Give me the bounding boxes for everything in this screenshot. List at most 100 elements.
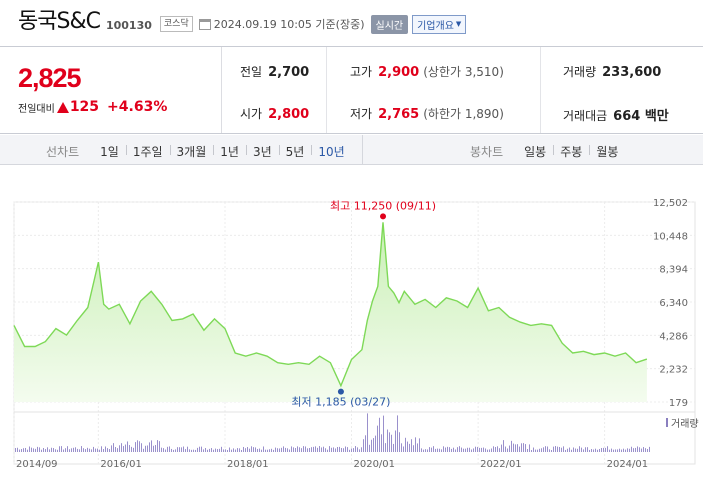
max-point-marker <box>380 213 387 220</box>
min-annotation: 최저 1,185 (03/27) <box>291 396 390 409</box>
price-chart-svg[interactable]: 12,502 10,448 8,394 6,340 4,286 2,232 179 2014/… <box>0 166 703 490</box>
divider <box>362 135 363 165</box>
volume-bar <box>445 447 446 452</box>
volume-bar <box>377 425 378 452</box>
low-value: 2,765 <box>378 107 420 122</box>
volume-bar <box>223 449 224 452</box>
volume-bar <box>239 448 240 452</box>
volume-bar <box>79 449 80 452</box>
volume-bar <box>331 447 332 452</box>
price-chart[interactable]: 12,502 10,448 8,394 6,340 4,286 2,232 179 2014/… <box>0 166 703 490</box>
volume-bar <box>571 449 572 452</box>
volume-bar <box>183 446 184 452</box>
volume-bar <box>523 443 524 452</box>
volume-bar <box>339 446 340 452</box>
volume-bar <box>295 448 296 452</box>
volume-bar <box>467 447 468 452</box>
realtime-badge[interactable]: 실시간 <box>370 14 409 34</box>
volume-bar <box>551 449 552 452</box>
up-arrow-icon <box>56 101 69 113</box>
volume-bar <box>465 448 466 452</box>
volume-bar <box>625 449 626 452</box>
tab-daily[interactable]: 일봉 <box>524 145 547 159</box>
volume-bar <box>57 449 58 452</box>
divider <box>326 47 327 133</box>
y-tick-label: 6,340 <box>659 298 688 309</box>
tab-1d[interactable]: 1일 <box>100 145 119 159</box>
volume-bar <box>247 447 248 452</box>
volume-bar <box>455 449 456 452</box>
tab-1w[interactable]: 1주일 <box>125 143 170 160</box>
change-label: 전일대비 <box>18 103 55 115</box>
volume-bar <box>425 449 426 452</box>
volume-bar <box>421 448 422 452</box>
line-chart-label: 선차트 <box>46 145 80 159</box>
volume-bar <box>483 447 484 452</box>
volume-bar <box>169 446 170 452</box>
volume-bar <box>235 449 236 452</box>
volume-bar <box>593 449 594 452</box>
volume-bar <box>623 448 624 452</box>
volume-bar <box>101 446 102 452</box>
volume-bar <box>35 448 36 452</box>
volume-bar <box>111 445 112 452</box>
volume-bar <box>165 449 166 452</box>
volume-bar <box>633 448 634 452</box>
volume-bar <box>31 447 32 452</box>
volume-bar <box>131 446 132 452</box>
y-tick-label: 179 <box>669 398 688 409</box>
tab-monthly[interactable]: 월봉 <box>589 143 625 160</box>
volume-bar <box>127 441 128 452</box>
volume-bar <box>487 449 488 452</box>
volume-bar <box>397 415 398 452</box>
calendar-icon <box>198 18 211 30</box>
volume-bar <box>433 446 434 452</box>
volume-bar <box>635 447 636 452</box>
tab-5y[interactable]: 5년 <box>278 143 312 160</box>
volume-bar <box>91 449 92 452</box>
volume-bar <box>51 447 52 452</box>
volume-bar <box>525 444 526 452</box>
volume-bar <box>179 447 180 452</box>
volume-bar <box>303 446 304 452</box>
tab-3m[interactable]: 3개월 <box>169 143 214 160</box>
company-info-button[interactable]: 기업개요 ▼ <box>412 14 467 34</box>
tab-weekly[interactable]: 주봉 <box>553 143 589 160</box>
volume-bar <box>459 446 460 452</box>
volume-bar <box>49 449 50 452</box>
volume-bar <box>201 446 202 452</box>
volume-bar <box>15 448 16 452</box>
volume-bar <box>227 449 228 452</box>
volume-bar <box>59 446 60 452</box>
candle-chart-tabs: 봉차트 일봉 주봉 월봉 <box>470 143 625 160</box>
volume-bar <box>47 447 48 452</box>
volume-bar <box>627 448 628 452</box>
tab-10y[interactable]: 10년 <box>311 143 351 160</box>
volume-bar <box>279 448 280 452</box>
volume-bar <box>117 448 118 452</box>
low-label: 저가 <box>350 107 373 121</box>
volume-bar <box>511 440 512 452</box>
volume-bar <box>347 447 348 452</box>
volume-bar <box>393 443 394 452</box>
stock-code: 100130 <box>105 18 152 32</box>
volume-bar <box>311 447 312 452</box>
volume-bar <box>263 446 264 452</box>
volume-bar <box>153 445 154 452</box>
volume-bar <box>25 447 26 452</box>
tab-1y[interactable]: 1년 <box>213 143 246 160</box>
x-tick-label: 2022/01 <box>480 459 522 470</box>
volume-bar <box>43 448 44 452</box>
tab-3y[interactable]: 3년 <box>245 143 279 160</box>
volume-bar <box>275 447 276 452</box>
volume-bar <box>249 448 250 452</box>
y-tick-label: 4,286 <box>659 331 688 342</box>
volume-bar <box>637 446 638 452</box>
volume-bar <box>613 449 614 452</box>
volume-bar <box>167 446 168 452</box>
amount-value: 664 백만 <box>613 109 669 124</box>
volume-bar <box>427 449 428 452</box>
y-tick-label: 8,394 <box>659 265 688 276</box>
volume-bar <box>369 444 370 452</box>
volume-bar <box>105 446 106 452</box>
